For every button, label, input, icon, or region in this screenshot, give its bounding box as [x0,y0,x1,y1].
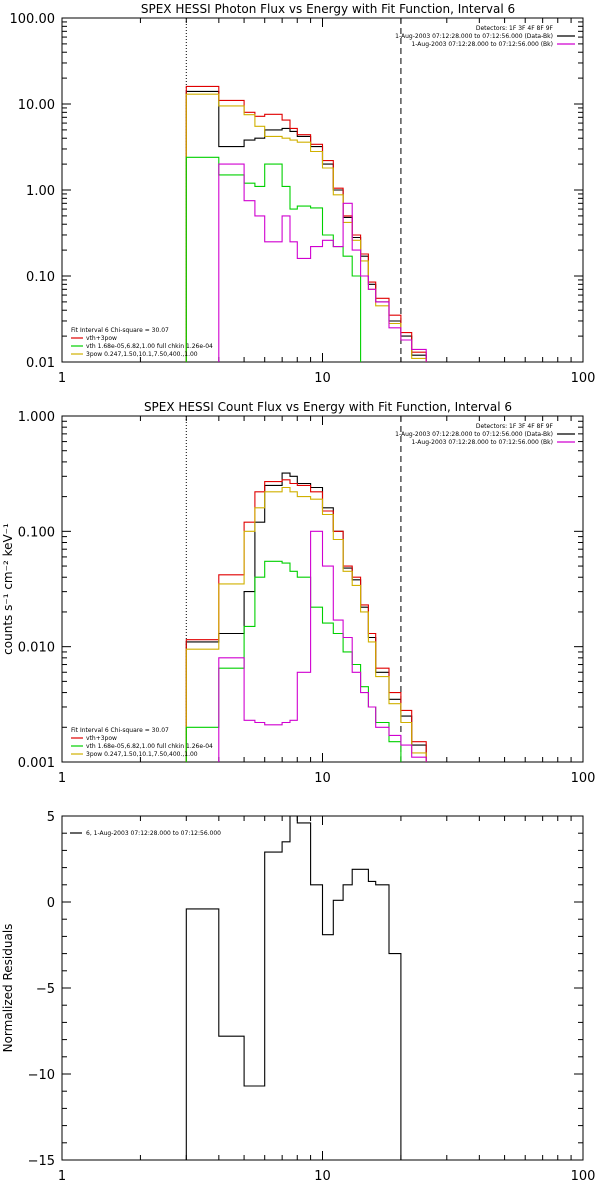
legend-entry: Fit Interval 6 Chi-square = 30.07 [71,727,169,734]
y-tick-label: 0 [47,896,55,911]
x-tick-label: 1 [58,371,66,386]
y-tick-label: −10 [28,1068,55,1083]
legend-entry: 6, 1-Aug-2003 07:12:28.000 to 07:12:56.0… [86,830,221,837]
legend-entry: vth+3pow [86,735,117,742]
series-1-histogram [185,479,427,762]
x-tick-label: 10 [314,1169,331,1184]
y-tick-label: 0.01 [26,356,55,371]
y-tick-label: 1.00 [26,184,55,199]
photon-flux-plot-frame [61,17,584,363]
legend-entry: 3pow 0.247,1.50,10.1,7.50,400.,1.00 [86,351,198,358]
legend-entry: vth 1.68e-05,6.82,1.00 full chkin 1.26e-… [86,343,213,350]
legend-entry: vth+3pow [86,335,117,342]
photon-flux-title: SPEX HESSI Photon Flux vs Energy with Fi… [141,2,515,16]
x-tick-label: 100 [571,771,596,786]
count-flux-panel: SPEX HESSI Count Flux vs Energy with Fit… [1,400,595,786]
legend-entry: 1-Aug-2003 07:12:28.000 to 07:12:56.000 … [395,431,553,438]
y-tick-label: 0.001 [18,756,55,771]
x-tick-label: 100 [571,371,596,386]
legend-entry: vth 1.68e-05,6.82,1.00 full chkin 1.26e-… [86,743,213,750]
legend-entry: Fit Interval 6 Chi-square = 30.07 [71,327,169,334]
legend-entry: 3pow 0.247,1.50,10.1,7.50,400.,1.00 [86,751,198,758]
x-tick-label: 100 [571,1169,596,1184]
legend-entry: 1-Aug-2003 07:12:28.000 to 07:12:56.000 … [411,439,553,446]
x-tick-label: 1 [58,1169,66,1184]
y-tick-label: −15 [28,1154,55,1169]
legend-entry: 1-Aug-2003 07:12:28.000 to 07:12:56.000 … [395,33,553,40]
y-tick-label: 1.000 [18,410,55,425]
y-tick-label: 100.00 [10,12,56,27]
series-0-histogram [185,90,427,362]
count-flux-title: SPEX HESSI Count Flux vs Energy with Fit… [144,400,512,414]
count-flux-plot-frame [61,415,584,763]
y-tick-label: 5 [47,810,55,825]
series-0-histogram [185,472,427,762]
residuals-ylabel: Normalized Residuals [1,924,15,1053]
series-4-histogram [218,163,427,362]
x-tick-label: 10 [314,771,331,786]
legend-entry: 1-Aug-2003 07:12:28.000 to 07:12:56.000 … [411,41,553,48]
x-tick-label: 1 [58,771,66,786]
residuals-panel: Normalized Residuals 1 10 100 −15 −10 −5 0 5 6,… [1,810,595,1184]
photon-flux-panel: SPEX HESSI Photon Flux vs Energy with Fi… [10,2,596,386]
series-2-histogram [185,486,427,762]
legend-entry: Detectors: 1F 3F 4F 8F 9F [476,25,554,32]
y-tick-label: 0.010 [18,641,55,656]
x-tick-label: 10 [314,371,331,386]
y-tick-label: 0.100 [18,525,55,540]
y-tick-label: −5 [36,982,55,997]
series-4-histogram [218,530,427,762]
legend-entry: Detectors: 1F 3F 4F 8F 9F [476,423,554,430]
y-tick-label: 10.00 [18,98,55,113]
count-flux-ylabel: counts s⁻¹ cm⁻² keV⁻¹ [1,523,15,655]
series-0-histogram [185,815,402,1160]
residuals-plot-frame [61,815,584,1161]
y-tick-label: 0.10 [26,270,55,285]
